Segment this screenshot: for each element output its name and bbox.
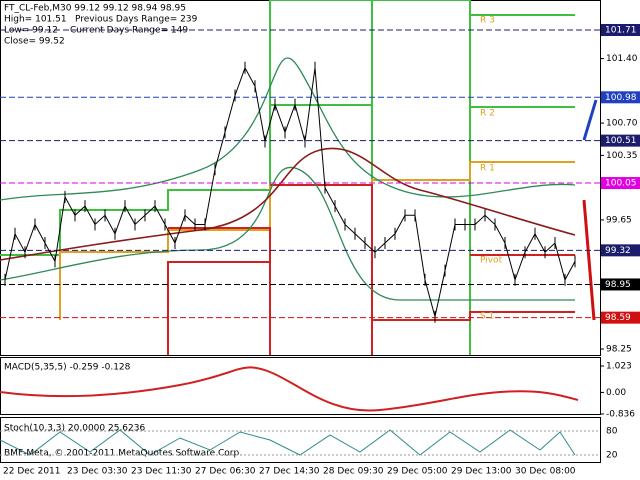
level-label: Pivot: [480, 256, 503, 266]
level-label: S 1: [480, 312, 494, 322]
time-label: 22 Dec 2011: [3, 467, 61, 477]
time-label: 29 Dec 13:00: [451, 467, 512, 477]
time-label: 28 Dec 09:30: [323, 467, 384, 477]
symbol-line: FT_CL-Feb,M30 99.12 99.12 98.94 98.95: [4, 4, 186, 14]
copyright: BMF-Meta, © 2001-2011 MetaQuotes Softwar…: [4, 449, 242, 459]
price-tick-label: 98.25: [606, 345, 632, 355]
time-label: 29 Dec 05:00: [387, 467, 448, 477]
level-box-label: 99.32: [605, 246, 631, 256]
level-box: [601, 244, 640, 257]
down-arrow: [582, 199, 596, 321]
up-arrow: [582, 99, 598, 141]
price-tick-label: 100.35: [606, 151, 638, 161]
time-label: 23 Dec 03:30: [67, 467, 128, 477]
level-box-label: 101.71: [605, 26, 637, 36]
time-label: 23 Dec 11:30: [131, 467, 192, 477]
price-tick-label: 100.70: [606, 119, 638, 129]
stoch-tick-label: 80: [606, 427, 618, 437]
price-tick-label: 99.65: [606, 215, 632, 225]
level-box: [601, 278, 640, 291]
close-line: [4, 66, 576, 317]
level-box-label: 100.51: [605, 136, 637, 146]
stoch-tick-label: 20: [606, 451, 618, 461]
level-label: R 2: [480, 109, 495, 119]
level-box: [601, 311, 640, 324]
level-box-label: 98.59: [605, 313, 631, 323]
macd-signal-line: [0, 366, 579, 412]
close: Close= 99.52: [4, 37, 65, 47]
level-box: [601, 134, 640, 147]
prev-range: Previous Days Range= 239: [75, 15, 198, 25]
price-tick-label: 101.40: [606, 54, 638, 64]
macd-tick-label: 1.023: [606, 362, 632, 372]
stoch-label: Stoch(10,3,3) 20.0000 25.6236: [4, 424, 145, 434]
lower-band: [0, 166, 575, 301]
macd-frame: [0, 357, 601, 415]
macd-signal: [0, 366, 579, 412]
macd-tick-label: 0.00: [606, 388, 626, 398]
level-box-label: 100.98: [605, 93, 637, 103]
macd-label: MACD(5,35,5) -0.259 -0.128: [4, 363, 131, 373]
time-label: 27 Dec 06:30: [195, 467, 256, 477]
level-box: [601, 177, 640, 190]
level-box-label: 98.95: [605, 280, 631, 290]
moving-average: [0, 147, 576, 261]
level-box: [601, 24, 640, 36]
level-box: [601, 91, 640, 104]
level-label: R 3: [480, 16, 495, 26]
time-label: 30 Dec 08:00: [515, 467, 576, 477]
macd-tick-label: -0.836: [606, 410, 635, 420]
high: High= 101.51: [4, 15, 67, 25]
level-label: R 1: [480, 164, 495, 174]
time-label: 27 Dec 14:30: [259, 467, 320, 477]
pivot-line: [168, 227, 575, 355]
level-box-label: 100.05: [605, 179, 637, 189]
envelopes: [0, 57, 576, 301]
